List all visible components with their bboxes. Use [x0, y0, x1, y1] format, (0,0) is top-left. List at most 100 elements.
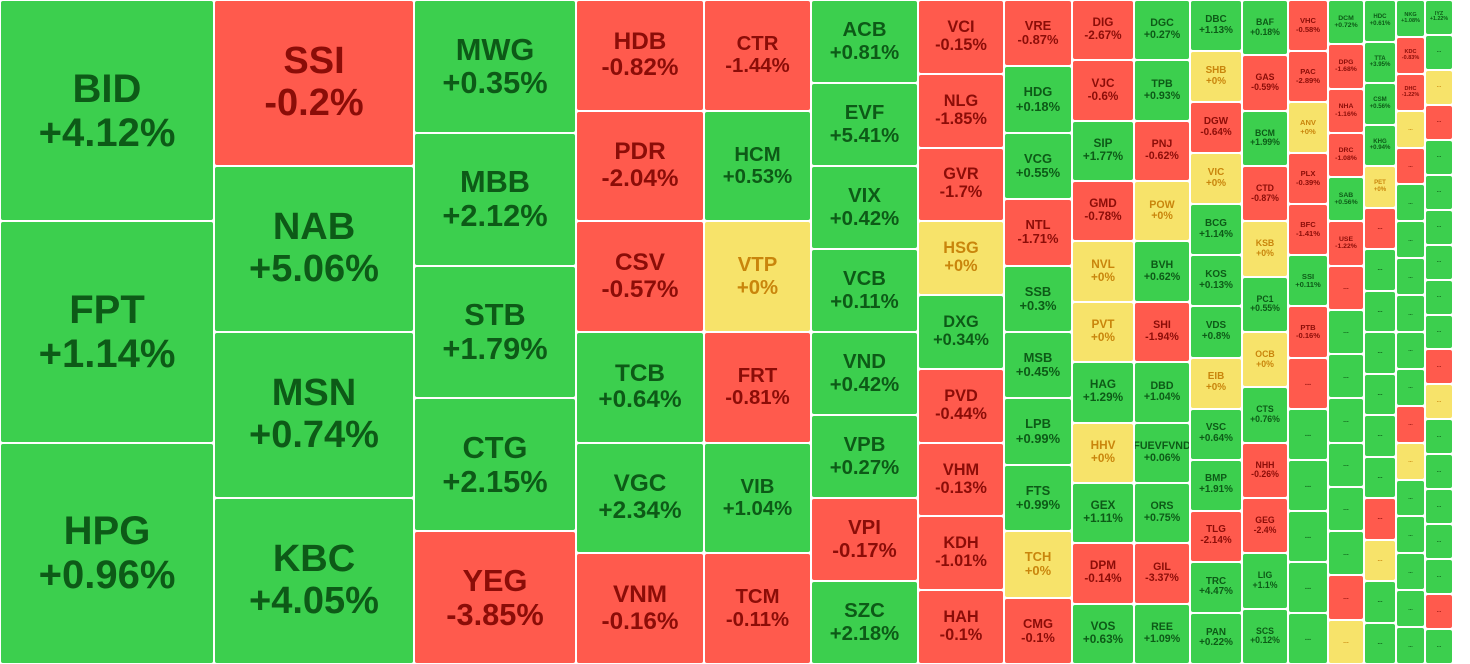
ticker-tile-[interactable]: ... [1425, 244, 1453, 280]
ticker-tile-cts[interactable]: CTS +0.76% [1242, 387, 1288, 443]
ticker-tile-kos[interactable]: KOS +0.13% [1190, 255, 1242, 307]
ticker-tile-[interactable]: ... [1425, 384, 1453, 420]
ticker-tile-vtp[interactable]: VTP +0% [704, 221, 811, 332]
ticker-tile-bcg[interactable]: BCG +1.14% [1190, 204, 1242, 256]
ticker-tile-pet[interactable]: PET +0% [1364, 166, 1396, 208]
ticker-tile-gas[interactable]: GAS -0.59% [1242, 55, 1288, 111]
ticker-tile-msb[interactable]: MSB +0.45% [1004, 332, 1072, 399]
ticker-tile-[interactable]: ... [1364, 622, 1396, 664]
ticker-tile-dxg[interactable]: DXG +0.34% [918, 295, 1004, 369]
ticker-tile-[interactable]: ... [1396, 295, 1425, 332]
ticker-tile-[interactable]: ... [1425, 174, 1453, 210]
ticker-tile-ssi[interactable]: SSI +0.11% [1288, 255, 1328, 307]
ticker-tile-vcb[interactable]: VCB +0.11% [811, 249, 918, 332]
ticker-tile-pow[interactable]: POW +0% [1134, 181, 1190, 242]
ticker-tile-stb[interactable]: STB +1.79% [414, 265, 576, 399]
ticker-tile-[interactable]: ... [1396, 184, 1425, 222]
ticker-tile-msn[interactable]: MSN +0.74% [214, 332, 414, 498]
ticker-tile-[interactable]: ... [1364, 207, 1396, 249]
ticker-tile-anv[interactable]: ANV +0% [1288, 102, 1328, 154]
ticker-tile-[interactable]: ... [1328, 486, 1364, 532]
ticker-tile-lig[interactable]: LIG +1.1% [1242, 553, 1288, 609]
ticker-tile-scs[interactable]: SCS +0.12% [1242, 608, 1288, 664]
ticker-tile-dig[interactable]: DIG -2.67% [1072, 0, 1134, 61]
ticker-tile-bvh[interactable]: BVH +0.62% [1134, 241, 1190, 302]
ticker-tile-ksb[interactable]: KSB +0% [1242, 221, 1288, 277]
ticker-tile-nlg[interactable]: NLG -1.85% [918, 73, 1004, 148]
ticker-tile-[interactable]: ... [1364, 249, 1396, 291]
ticker-tile-vci[interactable]: VCI -0.15% [918, 0, 1004, 74]
ticker-tile-[interactable]: ... [1328, 398, 1364, 443]
ticker-tile-hah[interactable]: HAH -0.1% [918, 590, 1004, 664]
ticker-tile-sab[interactable]: SAB +0.56% [1328, 177, 1364, 222]
ticker-tile-hsg[interactable]: HSG +0% [918, 221, 1004, 296]
ticker-tile-[interactable]: ... [1396, 368, 1425, 406]
ticker-tile-tpb[interactable]: TPB +0.93% [1134, 60, 1190, 121]
ticker-tile-[interactable]: ... [1425, 314, 1453, 350]
ticker-tile-dgw[interactable]: DGW -0.64% [1190, 102, 1242, 154]
ticker-tile-[interactable]: ... [1396, 553, 1425, 591]
ticker-tile-[interactable]: ... [1425, 69, 1453, 105]
ticker-tile-nab[interactable]: NAB +5.06% [214, 166, 414, 332]
ticker-tile-dbd[interactable]: DBD +1.04% [1134, 362, 1190, 423]
ticker-tile-szc[interactable]: SZC +2.18% [811, 581, 918, 664]
ticker-tile-[interactable]: ... [1425, 139, 1453, 175]
ticker-tile-vpi[interactable]: VPI -0.17% [811, 498, 918, 581]
ticker-tile-[interactable]: ... [1396, 516, 1425, 554]
ticker-tile-[interactable]: ... [1328, 442, 1364, 487]
ticker-tile-yeg[interactable]: YEG -3.85% [414, 531, 576, 664]
ticker-tile-dgc[interactable]: DGC +0.27% [1134, 0, 1190, 61]
ticker-tile-geg[interactable]: GEG -2.4% [1242, 498, 1288, 554]
ticker-tile-[interactable]: ... [1364, 581, 1396, 623]
ticker-tile-vds[interactable]: VDS +0.8% [1190, 306, 1242, 358]
ticker-tile-[interactable]: ... [1328, 354, 1364, 399]
ticker-tile-[interactable]: ... [1288, 408, 1328, 460]
ticker-tile-[interactable]: ... [1364, 456, 1396, 498]
ticker-tile-ctd[interactable]: CTD -0.87% [1242, 166, 1288, 222]
ticker-tile-tta[interactable]: TTA +3.95% [1364, 41, 1396, 83]
ticker-tile-bcm[interactable]: BCM +1.99% [1242, 110, 1288, 166]
ticker-tile-[interactable]: ... [1396, 442, 1425, 480]
ticker-tile-hdb[interactable]: HDB -0.82% [576, 0, 704, 111]
ticker-tile-bmp[interactable]: BMP +1.91% [1190, 459, 1242, 511]
ticker-tile-[interactable]: ... [1364, 373, 1396, 415]
ticker-tile-[interactable]: ... [1425, 419, 1453, 455]
ticker-tile-eib[interactable]: EIB +0% [1190, 357, 1242, 409]
ticker-tile-dbc[interactable]: DBC +1.13% [1190, 0, 1242, 52]
ticker-tile-vic[interactable]: VIC +0% [1190, 153, 1242, 205]
ticker-tile-gil[interactable]: GIL -3.37% [1134, 543, 1190, 604]
ticker-tile-vix[interactable]: VIX +0.42% [811, 166, 918, 249]
ticker-tile-ntl[interactable]: NTL -1.71% [1004, 199, 1072, 266]
ticker-tile-[interactable]: ... [1364, 539, 1396, 581]
ticker-tile-tch[interactable]: TCH +0% [1004, 531, 1072, 598]
ticker-tile-mwg[interactable]: MWG +0.35% [414, 0, 576, 133]
ticker-tile-vsc[interactable]: VSC +0.64% [1190, 408, 1242, 460]
ticker-tile-[interactable]: ... [1425, 454, 1453, 490]
ticker-tile-vib[interactable]: VIB +1.04% [704, 442, 811, 554]
ticker-tile-vjc[interactable]: VJC -0.6% [1072, 60, 1134, 121]
ticker-tile-fpt[interactable]: FPT +1.14% [0, 221, 214, 443]
ticker-tile-[interactable]: ... [1288, 612, 1328, 664]
ticker-tile-[interactable]: ... [1288, 561, 1328, 613]
ticker-tile-evf[interactable]: EVF +5.41% [811, 83, 918, 166]
ticker-tile-hcm[interactable]: HCM +0.53% [704, 110, 811, 222]
ticker-tile-nhh[interactable]: NHH -0.26% [1242, 442, 1288, 498]
ticker-tile-fuevfvnd[interactable]: FUEVFVND +0.06% [1134, 422, 1190, 483]
ticker-tile-[interactable]: ... [1425, 629, 1453, 664]
ticker-tile-dhc[interactable]: DHC -1.22% [1396, 73, 1425, 111]
ticker-tile-[interactable]: ... [1396, 258, 1425, 296]
ticker-tile-[interactable]: ... [1396, 332, 1425, 369]
ticker-tile-hpg[interactable]: HPG +0.96% [0, 442, 214, 664]
ticker-tile-shi[interactable]: SHI -1.94% [1134, 301, 1190, 363]
ticker-tile-ctr[interactable]: CTR -1.44% [704, 0, 811, 111]
ticker-tile-ree[interactable]: REE +1.09% [1134, 603, 1190, 664]
ticker-tile-pac[interactable]: PAC -2.89% [1288, 51, 1328, 103]
ticker-tile-nkg[interactable]: NKG +1.08% [1396, 0, 1425, 37]
ticker-tile-[interactable]: ... [1425, 104, 1453, 140]
ticker-tile-ssi[interactable]: SSI -0.2% [214, 0, 414, 166]
ticker-tile-kdh[interactable]: KDH -1.01% [918, 516, 1004, 591]
ticker-tile-[interactable]: ... [1396, 221, 1425, 259]
ticker-tile-baf[interactable]: BAF +0.18% [1242, 0, 1288, 56]
ticker-tile-vnd[interactable]: VND +0.42% [811, 332, 918, 415]
ticker-tile-ptb[interactable]: PTB -0.16% [1288, 306, 1328, 358]
